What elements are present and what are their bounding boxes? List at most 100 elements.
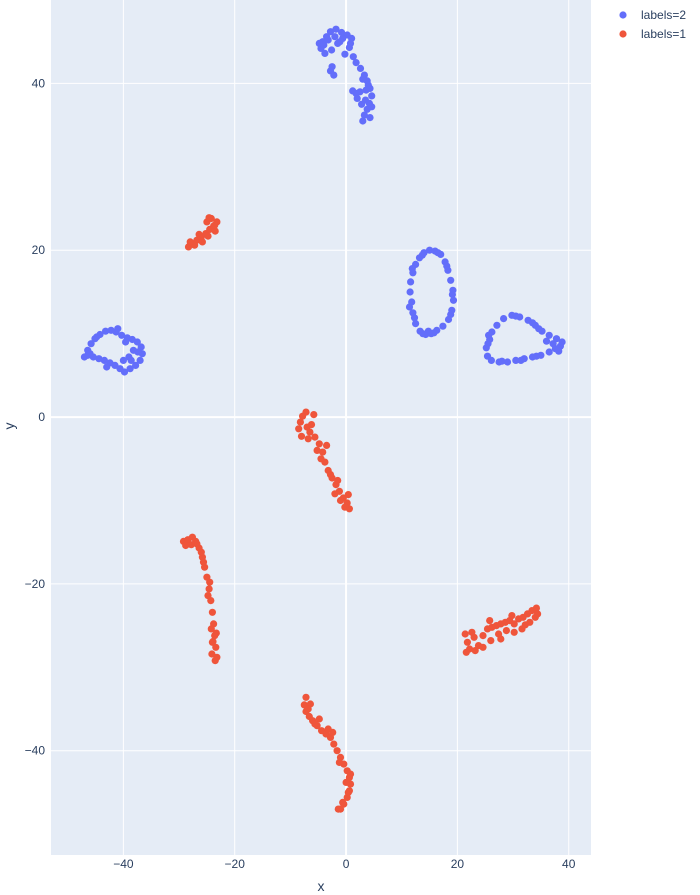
data-point xyxy=(528,319,537,327)
data-point xyxy=(126,365,134,373)
data-point xyxy=(545,331,553,339)
data-point xyxy=(122,338,130,346)
data-point xyxy=(510,628,518,636)
data-point xyxy=(320,41,328,49)
data-point xyxy=(461,630,469,638)
y-tick-label: 20 xyxy=(32,243,46,257)
data-point xyxy=(86,350,94,358)
data-point xyxy=(304,705,312,713)
data-point xyxy=(406,288,414,296)
data-point xyxy=(310,411,318,419)
data-point xyxy=(321,49,329,58)
data-point xyxy=(542,337,551,345)
data-point xyxy=(358,100,366,108)
data-point xyxy=(182,541,190,550)
data-point xyxy=(206,578,214,586)
data-point xyxy=(324,725,332,733)
data-point xyxy=(187,541,195,549)
data-point xyxy=(368,103,376,111)
data-point xyxy=(463,638,471,646)
data-point xyxy=(299,412,307,420)
y-tick-label: −40 xyxy=(25,744,46,758)
data-point xyxy=(510,620,518,628)
data-point xyxy=(360,111,368,119)
data-point xyxy=(326,28,335,36)
data-point xyxy=(302,693,310,701)
y-tick-label: 0 xyxy=(38,410,45,424)
data-point xyxy=(212,629,220,637)
y-tick-label: −20 xyxy=(25,577,46,591)
data-point xyxy=(319,448,327,456)
data-point xyxy=(87,340,95,348)
data-point xyxy=(362,86,370,94)
data-point xyxy=(439,322,447,330)
data-point xyxy=(349,87,357,95)
data-point xyxy=(186,238,194,246)
data-point xyxy=(296,418,304,426)
data-point xyxy=(326,471,335,479)
data-point xyxy=(486,617,494,625)
data-point xyxy=(315,715,323,723)
data-point xyxy=(208,608,216,616)
data-point xyxy=(311,720,319,728)
data-point xyxy=(447,276,455,284)
data-point xyxy=(341,503,349,511)
x-tick-label: −20 xyxy=(225,857,246,871)
legend-marker xyxy=(619,11,627,19)
data-point xyxy=(487,356,495,364)
data-point xyxy=(193,540,201,548)
data-point xyxy=(424,327,432,335)
data-point xyxy=(468,628,476,636)
data-point xyxy=(521,621,529,629)
data-point xyxy=(134,348,142,356)
data-point xyxy=(198,238,206,246)
data-point xyxy=(512,356,520,364)
data-point xyxy=(532,352,541,360)
data-point xyxy=(197,548,205,556)
data-point xyxy=(410,314,419,322)
x-tick-label: 20 xyxy=(451,857,465,871)
data-point xyxy=(331,490,339,498)
legend-label[interactable]: labels=1 xyxy=(641,27,686,41)
data-point xyxy=(366,114,374,122)
data-point xyxy=(295,425,303,433)
data-point xyxy=(484,340,492,348)
legend-label[interactable]: labels=2 xyxy=(641,8,686,22)
x-tick-label: 40 xyxy=(562,857,576,871)
data-point xyxy=(479,632,487,640)
data-point xyxy=(479,643,487,651)
data-point xyxy=(100,356,108,364)
data-point xyxy=(211,227,219,235)
data-point xyxy=(498,357,506,365)
data-point xyxy=(336,38,344,46)
data-point xyxy=(328,46,336,54)
data-point xyxy=(102,327,110,335)
data-point xyxy=(412,320,420,328)
y-axis-title: y xyxy=(1,423,17,430)
data-point xyxy=(426,246,434,254)
data-point xyxy=(133,338,141,346)
data-point xyxy=(359,75,367,83)
data-point xyxy=(93,333,101,341)
data-point xyxy=(342,778,350,787)
data-point xyxy=(555,347,563,355)
data-point xyxy=(333,747,341,755)
data-point xyxy=(205,214,213,222)
data-point xyxy=(313,446,321,454)
data-point xyxy=(407,278,415,286)
data-point xyxy=(356,64,365,72)
data-point xyxy=(344,491,352,499)
data-point xyxy=(353,94,361,102)
data-point xyxy=(207,625,215,633)
data-point xyxy=(500,315,508,323)
data-point xyxy=(352,59,360,67)
x-tick-labels: −40 −20 0 20 40 xyxy=(113,857,576,871)
legend[interactable]: labels=2 labels=1 xyxy=(619,8,686,41)
y-tick-label: 40 xyxy=(32,76,46,90)
data-point xyxy=(487,637,495,645)
data-point xyxy=(317,455,325,463)
data-point xyxy=(558,338,566,346)
data-point xyxy=(545,348,553,356)
data-point xyxy=(349,53,357,61)
